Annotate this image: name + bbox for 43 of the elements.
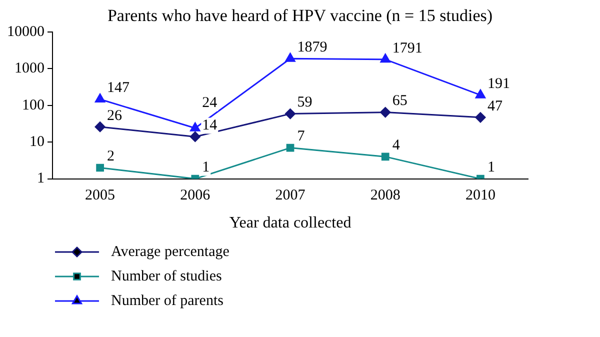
data-label: 26 — [107, 108, 123, 124]
point — [380, 107, 391, 118]
x-tick-label: 2010 — [465, 188, 496, 204]
data-label: 7 — [297, 128, 306, 145]
data-label: 191 — [487, 76, 510, 92]
data-label: 1 — [487, 160, 495, 176]
y-tick-label: 10 — [30, 134, 44, 150]
data-label: 24 — [202, 95, 218, 112]
point — [96, 164, 104, 172]
y-tick-label: 10000 — [7, 24, 44, 40]
point — [380, 54, 390, 63]
data-label: 59 — [297, 94, 312, 111]
data-label: 1 — [202, 160, 210, 176]
x-tick-label: 2008 — [370, 188, 400, 204]
data-label: 1791 — [392, 40, 422, 56]
point — [94, 122, 106, 132]
point — [381, 152, 390, 161]
x-tick-label: 2005 — [85, 188, 116, 204]
x-axis-title: Year data collected — [229, 214, 352, 232]
point — [475, 89, 486, 98]
legend-label: Number of parents — [111, 292, 224, 309]
data-label: 147 — [107, 80, 130, 96]
legend-label: Average percentage — [111, 244, 230, 260]
x-tick-label: 2007 — [275, 188, 306, 204]
data-label: 2 — [107, 148, 115, 165]
data-label: 1879 — [297, 40, 328, 56]
y-tick-label: 1 — [37, 170, 44, 187]
y-tick-label: 100 — [22, 97, 44, 114]
point — [285, 52, 296, 62]
point — [475, 112, 486, 123]
chart-title: Parents who have heard of HPV vaccine (n = 15 studies) — [107, 6, 493, 25]
y-tick-label: 1000 — [14, 60, 44, 77]
data-label: 47 — [487, 98, 503, 114]
point — [190, 122, 200, 132]
point — [94, 94, 106, 103]
point — [285, 108, 296, 120]
legend-label: Number of studies — [111, 268, 222, 284]
point — [190, 131, 200, 142]
point — [286, 144, 294, 152]
data-label: 14 — [202, 118, 218, 134]
data-label: 4 — [392, 138, 400, 154]
x-tick-label: 2006 — [180, 188, 211, 204]
data-label: 65 — [392, 93, 408, 110]
